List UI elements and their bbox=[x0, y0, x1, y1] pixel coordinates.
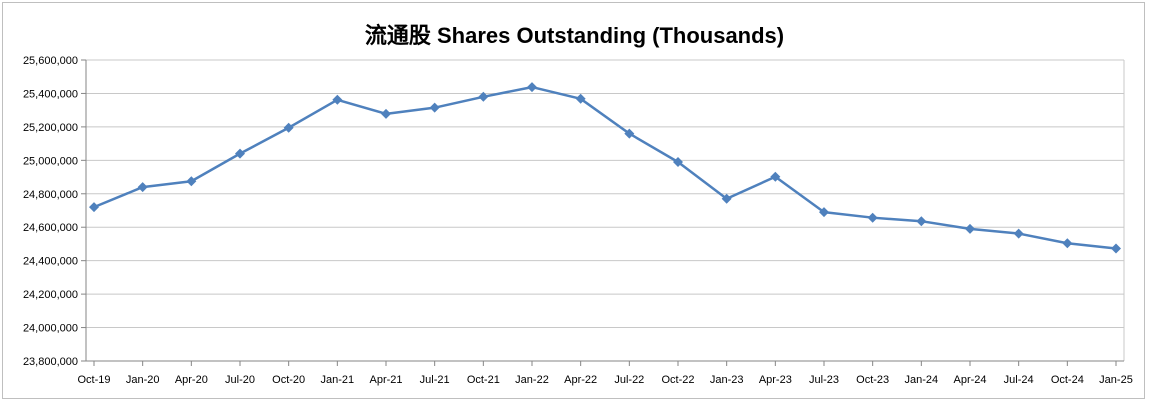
y-tick-label: 25,600,000 bbox=[23, 55, 78, 67]
data-point-marker bbox=[624, 128, 635, 139]
data-point-marker bbox=[137, 182, 148, 193]
data-point-marker bbox=[478, 91, 489, 102]
data-point-marker bbox=[332, 94, 343, 105]
x-tick-label: Oct-20 bbox=[272, 374, 305, 386]
data-point-marker bbox=[770, 171, 781, 182]
x-tick-label: Jul-22 bbox=[614, 374, 644, 386]
y-tick-label: 23,800,000 bbox=[23, 356, 78, 368]
x-tick-label: Apr-23 bbox=[759, 374, 792, 386]
data-point-marker bbox=[283, 122, 294, 133]
y-tick-label: 25,400,000 bbox=[23, 88, 78, 100]
data-point-marker bbox=[381, 108, 391, 119]
data-point-marker bbox=[575, 93, 586, 104]
data-point-marker bbox=[235, 148, 245, 159]
x-tick-label: Jan-24 bbox=[905, 374, 939, 386]
series-shares-outstanding bbox=[89, 82, 1121, 254]
chart-title: 流通股 Shares Outstanding (Thousands) bbox=[364, 23, 785, 48]
data-point-marker bbox=[673, 157, 683, 168]
data-point-marker bbox=[429, 102, 440, 113]
x-tick-label: Oct-22 bbox=[661, 374, 694, 386]
x-tick-label: Jul-23 bbox=[809, 374, 839, 386]
y-tick-label: 24,800,000 bbox=[23, 189, 78, 201]
series-line bbox=[93, 85, 1117, 250]
x-tick-label: Jul-21 bbox=[420, 374, 450, 386]
data-point-marker bbox=[527, 82, 537, 93]
x-tick-label: Jan-21 bbox=[321, 374, 355, 386]
x-tick-label: Oct-21 bbox=[467, 374, 500, 386]
x-tick-label: Jan-22 bbox=[515, 374, 549, 386]
x-tick-label: Apr-22 bbox=[564, 374, 597, 386]
data-point-marker bbox=[1013, 228, 1024, 239]
x-tick-label: Apr-20 bbox=[175, 374, 208, 386]
y-tick-label: 24,000,000 bbox=[23, 323, 78, 335]
x-tick-label: Jan-20 bbox=[126, 374, 160, 386]
data-point-marker bbox=[819, 207, 829, 218]
x-tick-label: Jan-23 bbox=[710, 374, 744, 386]
x-tick-label: Oct-24 bbox=[1051, 374, 1084, 386]
data-point-marker bbox=[916, 216, 927, 227]
chart-frame bbox=[2, 2, 1145, 399]
gridlines bbox=[86, 59, 1125, 362]
x-tick-label: Apr-24 bbox=[953, 374, 986, 386]
data-point-marker bbox=[965, 223, 975, 234]
y-tick-label: 24,400,000 bbox=[23, 256, 78, 268]
x-tick-label: Oct-23 bbox=[856, 374, 889, 386]
axes bbox=[81, 59, 1124, 366]
x-tick-label: Jul-20 bbox=[225, 374, 255, 386]
y-tick-label: 25,200,000 bbox=[23, 122, 78, 134]
y-axis-tick-labels: 25,600,000 25,400,000 25,200,000 25,000,000… bbox=[23, 55, 78, 368]
y-tick-label: 25,000,000 bbox=[23, 155, 78, 167]
x-tick-label: Oct-19 bbox=[77, 374, 110, 386]
x-tick-label: Jul-24 bbox=[1004, 374, 1034, 386]
data-point-marker bbox=[1111, 243, 1121, 254]
data-point-marker bbox=[89, 202, 99, 213]
y-tick-label: 24,200,000 bbox=[23, 289, 78, 301]
data-point-marker bbox=[721, 193, 732, 204]
data-point-marker bbox=[867, 212, 878, 223]
x-axis-tick-labels: Oct-19 Jan-20 Apr-20 Jul-20 Oct-20 Jan-21 Apr-… bbox=[77, 374, 1132, 386]
data-point-marker bbox=[186, 176, 197, 187]
data-point-marker bbox=[1062, 238, 1073, 249]
x-tick-label: Apr-21 bbox=[369, 374, 402, 386]
x-tick-label: Jan-25 bbox=[1099, 374, 1133, 386]
y-tick-label: 24,600,000 bbox=[23, 222, 78, 234]
